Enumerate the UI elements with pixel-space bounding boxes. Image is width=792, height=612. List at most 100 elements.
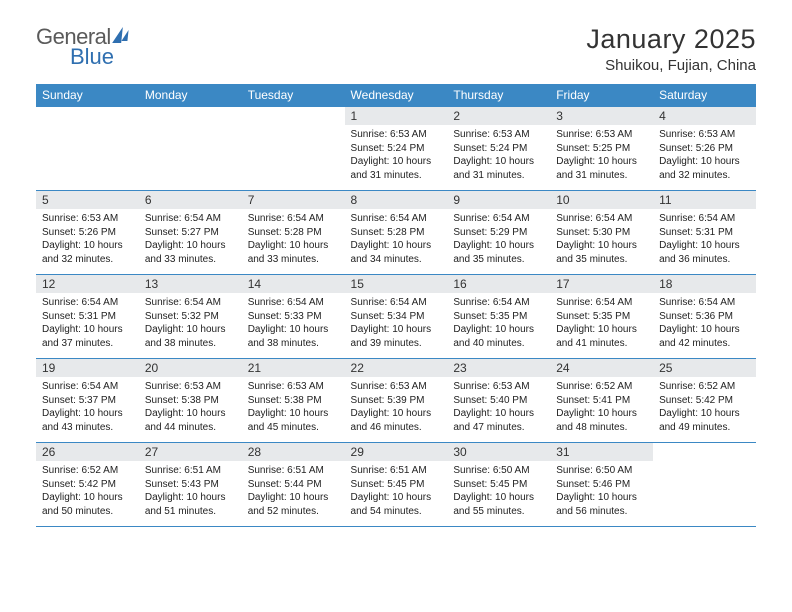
page-title: January 2025	[586, 24, 756, 55]
day-number: 7	[242, 191, 345, 209]
calendar-day-cell: 3Sunrise: 6:53 AMSunset: 5:25 PMDaylight…	[550, 107, 653, 191]
day-number: 15	[345, 275, 448, 293]
day-number: 29	[345, 443, 448, 461]
day-number: 11	[653, 191, 756, 209]
calendar-day-cell	[242, 107, 345, 191]
day-number: 25	[653, 359, 756, 377]
day-number: 18	[653, 275, 756, 293]
calendar-day-cell: 5Sunrise: 6:53 AMSunset: 5:26 PMDaylight…	[36, 191, 139, 275]
day-details: Sunrise: 6:54 AMSunset: 5:34 PMDaylight:…	[345, 293, 448, 354]
day-number: 9	[447, 191, 550, 209]
calendar-day-cell: 11Sunrise: 6:54 AMSunset: 5:31 PMDayligh…	[653, 191, 756, 275]
day-details: Sunrise: 6:53 AMSunset: 5:26 PMDaylight:…	[653, 125, 756, 186]
day-number: 10	[550, 191, 653, 209]
calendar-day-cell: 8Sunrise: 6:54 AMSunset: 5:28 PMDaylight…	[345, 191, 448, 275]
calendar-day-cell: 28Sunrise: 6:51 AMSunset: 5:44 PMDayligh…	[242, 443, 345, 527]
logo-text-blue: Blue	[70, 44, 114, 70]
day-details: Sunrise: 6:50 AMSunset: 5:45 PMDaylight:…	[447, 461, 550, 522]
day-details: Sunrise: 6:53 AMSunset: 5:26 PMDaylight:…	[36, 209, 139, 270]
calendar-day-cell: 14Sunrise: 6:54 AMSunset: 5:33 PMDayligh…	[242, 275, 345, 359]
calendar-day-cell: 20Sunrise: 6:53 AMSunset: 5:38 PMDayligh…	[139, 359, 242, 443]
day-details: Sunrise: 6:54 AMSunset: 5:29 PMDaylight:…	[447, 209, 550, 270]
calendar-day-cell: 9Sunrise: 6:54 AMSunset: 5:29 PMDaylight…	[447, 191, 550, 275]
calendar-day-cell: 30Sunrise: 6:50 AMSunset: 5:45 PMDayligh…	[447, 443, 550, 527]
calendar-day-cell	[139, 107, 242, 191]
day-details: Sunrise: 6:52 AMSunset: 5:41 PMDaylight:…	[550, 377, 653, 438]
calendar-day-cell: 6Sunrise: 6:54 AMSunset: 5:27 PMDaylight…	[139, 191, 242, 275]
day-number: 28	[242, 443, 345, 461]
day-number: 2	[447, 107, 550, 125]
day-number: 12	[36, 275, 139, 293]
weekday-header: Thursday	[447, 84, 550, 107]
day-details: Sunrise: 6:53 AMSunset: 5:25 PMDaylight:…	[550, 125, 653, 186]
day-details: Sunrise: 6:54 AMSunset: 5:31 PMDaylight:…	[653, 209, 756, 270]
day-number: 8	[345, 191, 448, 209]
day-number: 19	[36, 359, 139, 377]
calendar-day-cell: 19Sunrise: 6:54 AMSunset: 5:37 PMDayligh…	[36, 359, 139, 443]
day-details: Sunrise: 6:54 AMSunset: 5:30 PMDaylight:…	[550, 209, 653, 270]
calendar-day-cell: 29Sunrise: 6:51 AMSunset: 5:45 PMDayligh…	[345, 443, 448, 527]
day-number: 22	[345, 359, 448, 377]
day-number: 20	[139, 359, 242, 377]
calendar-day-cell: 18Sunrise: 6:54 AMSunset: 5:36 PMDayligh…	[653, 275, 756, 359]
day-number: 6	[139, 191, 242, 209]
calendar-day-cell: 15Sunrise: 6:54 AMSunset: 5:34 PMDayligh…	[345, 275, 448, 359]
day-number: 16	[447, 275, 550, 293]
day-details: Sunrise: 6:53 AMSunset: 5:38 PMDaylight:…	[139, 377, 242, 438]
day-details: Sunrise: 6:54 AMSunset: 5:35 PMDaylight:…	[550, 293, 653, 354]
day-details: Sunrise: 6:54 AMSunset: 5:32 PMDaylight:…	[139, 293, 242, 354]
day-number: 1	[345, 107, 448, 125]
header: General January 2025 Shuikou, Fujian, Ch…	[36, 24, 756, 74]
day-details: Sunrise: 6:51 AMSunset: 5:45 PMDaylight:…	[345, 461, 448, 522]
calendar-day-cell: 13Sunrise: 6:54 AMSunset: 5:32 PMDayligh…	[139, 275, 242, 359]
day-details: Sunrise: 6:50 AMSunset: 5:46 PMDaylight:…	[550, 461, 653, 522]
day-details: Sunrise: 6:53 AMSunset: 5:40 PMDaylight:…	[447, 377, 550, 438]
calendar-day-cell: 27Sunrise: 6:51 AMSunset: 5:43 PMDayligh…	[139, 443, 242, 527]
calendar-week-row: 19Sunrise: 6:54 AMSunset: 5:37 PMDayligh…	[36, 359, 756, 443]
calendar-day-cell: 23Sunrise: 6:53 AMSunset: 5:40 PMDayligh…	[447, 359, 550, 443]
day-details: Sunrise: 6:53 AMSunset: 5:39 PMDaylight:…	[345, 377, 448, 438]
calendar-day-cell	[36, 107, 139, 191]
logo-triangle-icon	[121, 30, 128, 41]
calendar-day-cell: 24Sunrise: 6:52 AMSunset: 5:41 PMDayligh…	[550, 359, 653, 443]
calendar-day-cell: 4Sunrise: 6:53 AMSunset: 5:26 PMDaylight…	[653, 107, 756, 191]
day-number: 3	[550, 107, 653, 125]
day-details: Sunrise: 6:54 AMSunset: 5:33 PMDaylight:…	[242, 293, 345, 354]
calendar-day-cell: 25Sunrise: 6:52 AMSunset: 5:42 PMDayligh…	[653, 359, 756, 443]
day-number: 24	[550, 359, 653, 377]
day-number: 23	[447, 359, 550, 377]
day-number: 21	[242, 359, 345, 377]
weekday-header: Saturday	[653, 84, 756, 107]
calendar-day-cell: 7Sunrise: 6:54 AMSunset: 5:28 PMDaylight…	[242, 191, 345, 275]
day-details: Sunrise: 6:52 AMSunset: 5:42 PMDaylight:…	[653, 377, 756, 438]
weekday-header: Tuesday	[242, 84, 345, 107]
weekday-header-row: Sunday Monday Tuesday Wednesday Thursday…	[36, 84, 756, 107]
day-number: 14	[242, 275, 345, 293]
day-number: 13	[139, 275, 242, 293]
calendar-day-cell: 21Sunrise: 6:53 AMSunset: 5:38 PMDayligh…	[242, 359, 345, 443]
calendar-week-row: 26Sunrise: 6:52 AMSunset: 5:42 PMDayligh…	[36, 443, 756, 527]
calendar-day-cell: 17Sunrise: 6:54 AMSunset: 5:35 PMDayligh…	[550, 275, 653, 359]
day-details: Sunrise: 6:53 AMSunset: 5:24 PMDaylight:…	[345, 125, 448, 186]
day-number: 30	[447, 443, 550, 461]
day-details: Sunrise: 6:53 AMSunset: 5:38 PMDaylight:…	[242, 377, 345, 438]
day-number: 31	[550, 443, 653, 461]
calendar-day-cell	[653, 443, 756, 527]
calendar-week-row: 5Sunrise: 6:53 AMSunset: 5:26 PMDaylight…	[36, 191, 756, 275]
day-details: Sunrise: 6:54 AMSunset: 5:37 PMDaylight:…	[36, 377, 139, 438]
day-details: Sunrise: 6:54 AMSunset: 5:28 PMDaylight:…	[345, 209, 448, 270]
day-details: Sunrise: 6:54 AMSunset: 5:36 PMDaylight:…	[653, 293, 756, 354]
day-details: Sunrise: 6:54 AMSunset: 5:31 PMDaylight:…	[36, 293, 139, 354]
day-details: Sunrise: 6:54 AMSunset: 5:27 PMDaylight:…	[139, 209, 242, 270]
calendar-day-cell: 22Sunrise: 6:53 AMSunset: 5:39 PMDayligh…	[345, 359, 448, 443]
weekday-header: Wednesday	[345, 84, 448, 107]
day-number: 26	[36, 443, 139, 461]
location-label: Shuikou, Fujian, China	[586, 57, 756, 74]
day-number: 27	[139, 443, 242, 461]
calendar-day-cell: 1Sunrise: 6:53 AMSunset: 5:24 PMDaylight…	[345, 107, 448, 191]
day-number: 4	[653, 107, 756, 125]
day-details: Sunrise: 6:52 AMSunset: 5:42 PMDaylight:…	[36, 461, 139, 522]
day-details: Sunrise: 6:51 AMSunset: 5:44 PMDaylight:…	[242, 461, 345, 522]
calendar-table: Sunday Monday Tuesday Wednesday Thursday…	[36, 84, 756, 527]
day-details: Sunrise: 6:54 AMSunset: 5:35 PMDaylight:…	[447, 293, 550, 354]
